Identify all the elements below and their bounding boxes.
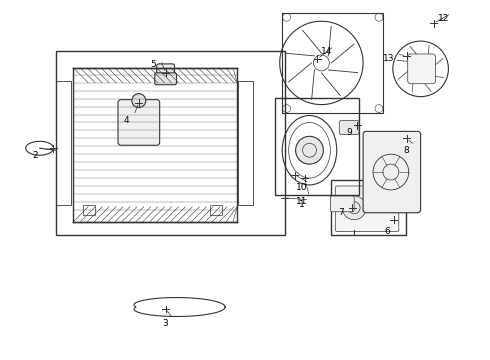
Circle shape bbox=[295, 136, 323, 164]
FancyBboxPatch shape bbox=[363, 131, 420, 213]
FancyBboxPatch shape bbox=[339, 121, 359, 134]
FancyBboxPatch shape bbox=[330, 196, 354, 212]
Circle shape bbox=[132, 94, 146, 108]
Text: 14: 14 bbox=[320, 46, 332, 55]
Text: 9: 9 bbox=[346, 128, 352, 137]
Bar bbox=[275, 98, 359, 195]
Text: 6: 6 bbox=[384, 227, 390, 236]
Circle shape bbox=[342, 196, 366, 220]
Text: 10: 10 bbox=[296, 184, 307, 193]
Text: 5: 5 bbox=[150, 60, 156, 69]
Text: 2: 2 bbox=[33, 151, 38, 160]
Text: 11: 11 bbox=[296, 197, 307, 206]
Text: 4: 4 bbox=[123, 116, 129, 125]
FancyBboxPatch shape bbox=[408, 54, 436, 84]
Bar bbox=[83, 205, 95, 215]
Text: 8: 8 bbox=[404, 146, 410, 155]
FancyBboxPatch shape bbox=[118, 100, 160, 145]
Bar bbox=[56, 51, 285, 235]
Bar bbox=[282, 13, 383, 113]
Bar bbox=[331, 180, 406, 235]
FancyBboxPatch shape bbox=[155, 73, 176, 85]
Bar bbox=[56, 81, 72, 205]
FancyBboxPatch shape bbox=[335, 186, 399, 231]
Text: 3: 3 bbox=[163, 319, 169, 328]
Text: 1: 1 bbox=[299, 200, 304, 209]
Text: 7: 7 bbox=[339, 208, 344, 217]
FancyBboxPatch shape bbox=[157, 64, 174, 78]
Text: 13: 13 bbox=[383, 54, 394, 63]
Bar bbox=[210, 205, 222, 215]
Bar bbox=[238, 81, 253, 205]
Text: 12: 12 bbox=[438, 14, 449, 23]
